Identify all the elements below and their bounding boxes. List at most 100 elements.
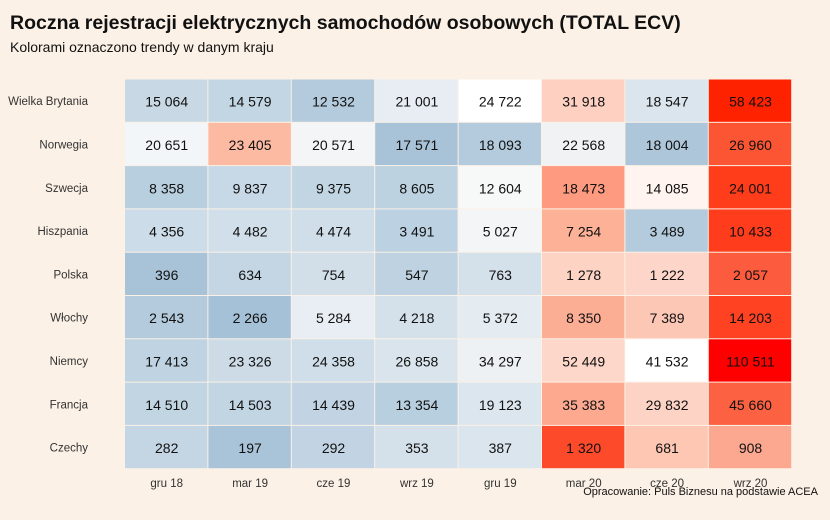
cell-value-label: 45 660: [729, 397, 772, 413]
heatmap-cell: [458, 252, 541, 295]
heatmap-cell: [708, 252, 792, 295]
heatmap-cell: [542, 382, 625, 425]
heatmap-cell: [625, 79, 708, 122]
heatmap-cell: [208, 339, 291, 382]
heatmap-cell: [458, 382, 541, 425]
cell-value-label: 4 482: [233, 224, 268, 240]
heatmap-cell: [291, 252, 375, 295]
cell-value-label: 282: [155, 440, 179, 456]
heatmap-cell: [291, 122, 375, 166]
heatmap-cell: [708, 425, 792, 469]
row-label: Włochy: [50, 313, 88, 325]
heatmap-cell: [375, 425, 458, 469]
cell-value-label: 14 439: [312, 397, 355, 413]
heatmap-cell: [708, 209, 792, 252]
cell-value-label: 18 093: [479, 137, 522, 153]
cell-value-label: 681: [655, 440, 679, 456]
cell-value-label: 24 722: [479, 94, 522, 110]
column-label: cze 19: [317, 478, 351, 490]
cell-value-label: 387: [489, 440, 513, 456]
heatmap-cell: [125, 382, 208, 425]
row-label: Niemcy: [50, 356, 89, 368]
cell-value-label: 292: [322, 440, 346, 456]
row-label: Norwegia: [39, 139, 88, 151]
cell-value-label: 19 123: [479, 397, 522, 413]
cell-value-label: 20 571: [312, 137, 355, 153]
heatmap-cell: [542, 339, 625, 382]
cell-value-label: 10 433: [729, 224, 772, 240]
heatmap-cell: [291, 79, 375, 122]
heatmap-cell: [708, 166, 792, 209]
heatmap-cell: [542, 166, 625, 209]
cell-value-label: 18 004: [646, 137, 689, 153]
cell-value-label: 41 532: [646, 353, 689, 369]
cell-value-label: 14 203: [729, 310, 772, 326]
cell-value-label: 908: [739, 440, 763, 456]
cell-value-label: 21 001: [395, 94, 438, 110]
cell-value-label: 17 571: [395, 137, 438, 153]
cell-value-label: 2 543: [149, 310, 184, 326]
cell-value-label: 12 532: [312, 94, 355, 110]
heatmap-cell: [291, 425, 375, 469]
cell-value-label: 2 266: [233, 310, 268, 326]
heatmap-cell: [458, 166, 541, 209]
column-label: gru 19: [484, 478, 517, 490]
heatmap-cell: [125, 339, 208, 382]
cell-value-label: 13 354: [395, 397, 438, 413]
cell-value-label: 9 837: [233, 180, 268, 196]
cell-value-label: 754: [322, 267, 346, 283]
heatmap-cell: [208, 382, 291, 425]
cell-value-label: 634: [238, 267, 262, 283]
cell-value-label: 4 218: [399, 310, 434, 326]
chart-subtitle: Kolorami oznaczono trendy w danym kraju: [10, 39, 274, 55]
heatmap-cell: [208, 166, 291, 209]
heatmap-cell: [375, 296, 458, 339]
row-label: Francja: [50, 399, 89, 411]
cell-value-label: 1 222: [650, 267, 685, 283]
heatmap-cell: [125, 122, 208, 166]
heatmap-cell: [458, 339, 541, 382]
cell-value-label: 4 474: [316, 224, 351, 240]
column-label: mar 20: [566, 478, 602, 490]
cell-value-label: 26 858: [395, 353, 438, 369]
cell-value-label: 2 057: [733, 267, 768, 283]
cell-value-label: 34 297: [479, 353, 522, 369]
heatmap-cell: [542, 296, 625, 339]
cell-value-label: 8 358: [149, 180, 184, 196]
cell-value-label: 8 605: [399, 180, 434, 196]
cell-value-label: 7 254: [566, 224, 601, 240]
heatmap-cell: [208, 122, 291, 166]
cell-value-label: 763: [489, 267, 513, 283]
cell-value-label: 3 491: [399, 224, 434, 240]
cell-value-label: 17 413: [145, 353, 188, 369]
cell-value-label: 24 358: [312, 353, 355, 369]
heatmap-cell: [125, 166, 208, 209]
cell-value-label: 5 372: [483, 310, 518, 326]
heatmap-cell: [625, 296, 708, 339]
heatmap-cell: [542, 425, 625, 469]
heatmap-cell: [708, 122, 792, 166]
source-note: Opracowanie: Puls Biznesu na podstawie A…: [583, 486, 818, 498]
cell-value-label: 31 918: [562, 94, 605, 110]
cell-value-label: 396: [155, 267, 179, 283]
cell-value-label: 18 547: [646, 94, 689, 110]
heatmap-cell: [375, 122, 458, 166]
heatmap-cell: [291, 339, 375, 382]
heatmap-cell: [625, 339, 708, 382]
cell-value-label: 35 383: [562, 397, 605, 413]
heatmap-cell: [125, 252, 208, 295]
cell-value-label: 14 510: [145, 397, 188, 413]
heatmap-cell: [208, 425, 291, 469]
heatmap-cell: [291, 382, 375, 425]
heatmap-cell: [375, 382, 458, 425]
column-label: cze 20: [650, 478, 684, 490]
heatmap-cell: [291, 166, 375, 209]
heatmap-cell: [208, 252, 291, 295]
cell-value-label: 23 326: [229, 353, 272, 369]
row-label: Czechy: [50, 443, 89, 455]
chart-title: Roczna rejestracji elektrycznych samocho…: [10, 12, 681, 34]
cell-value-label: 14 579: [229, 94, 272, 110]
heatmap-cell: [375, 209, 458, 252]
heatmap-cell: [708, 382, 792, 425]
